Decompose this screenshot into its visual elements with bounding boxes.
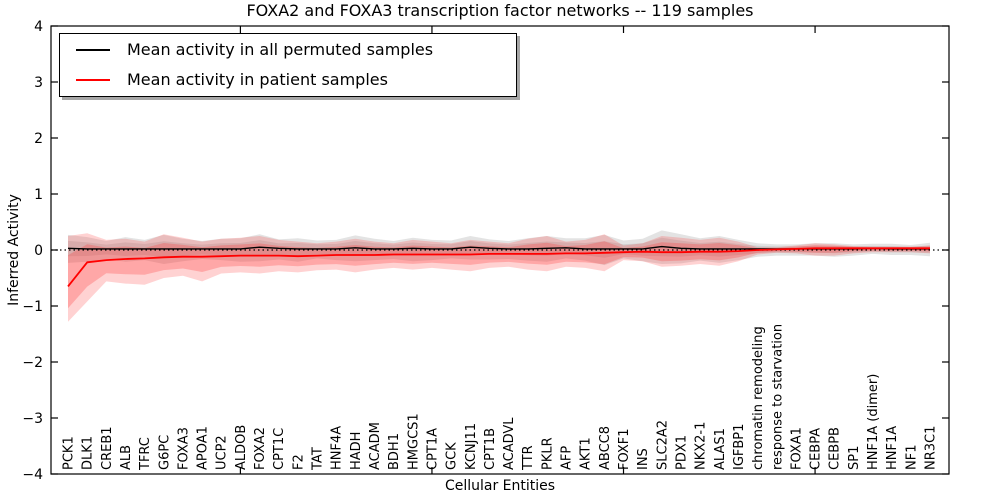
x-tick-label: CEBPA [809,428,824,470]
x-tick-label: response to starvation [770,324,785,470]
chart-title: FOXA2 and FOXA3 transcription factor net… [246,1,754,20]
legend-label-patient: Mean activity in patient samples [127,70,388,89]
x-tick-label: SLC2A2 [655,420,670,470]
permuted-band-inner [68,237,930,258]
x-tick-label: PKLR [540,437,555,470]
x-tick-label: BDH1 [387,433,402,470]
y-tick-label: −2 [22,355,43,371]
x-tick-label: F2 [291,454,306,470]
x-tick-label: ACADM [368,422,383,470]
y-tick-label: −4 [22,467,43,483]
x-tick-label: GCK [445,442,460,470]
y-axis-label: Inferred Activity [6,194,22,306]
y-tick-label: 3 [34,75,43,91]
x-tick-label: CPT1C [272,428,287,470]
y-tick-label: 0 [34,243,43,259]
x-tick-label: HMGCS1 [406,413,421,470]
y-tick-label: −1 [22,299,43,315]
x-tick-label: chromatin remodeling [751,326,766,470]
x-tick-label: AFP [560,446,575,470]
x-tick-label: DLK1 [81,436,96,470]
legend-label-permuted: Mean activity in all permuted samples [127,40,434,59]
x-tick-label: CEBPB [828,427,843,470]
x-tick-label: ALB [119,445,134,470]
x-tick-label: HNF4A [330,426,345,470]
y-tick-label: 4 [34,19,43,35]
x-tick-label: ACADVL [502,417,517,470]
x-axis-label: Cellular Entities [444,478,556,494]
x-tick-label: CREB1 [100,426,115,470]
x-tick-label: NKX2-1 [694,422,709,470]
x-tick-label: PCK1 [62,436,77,470]
x-tick-label: ALAS1 [713,428,728,470]
x-tick-label: CPT1B [483,428,498,470]
x-tick-label: INS [636,448,651,470]
x-tick-label: FOXF1 [617,428,632,470]
legend-entry-patient: Mean activity in patient samples [76,68,516,92]
legend-line-permuted-icon [76,49,110,51]
x-tick-label: FOXA2 [253,427,268,470]
x-tick-label: HNF1A (dimer) [866,374,881,470]
x-tick-label: CPT1A [426,428,441,470]
x-tick-label: UCP2 [215,435,230,470]
x-tick-label: NR3C1 [924,426,939,470]
x-tick-label: TFRC [138,437,153,471]
patient-mean-line [67,247,930,287]
x-tick-label: HNF1A [885,426,900,470]
legend: Mean activity in all permuted samples Me… [59,33,517,97]
legend-line-patient-icon [76,79,110,81]
x-tick-label: ALDOB [234,425,249,470]
x-tick-label: TTR [521,445,536,471]
x-tick-label: APOA1 [196,426,211,470]
y-tick-label: −3 [22,411,43,427]
x-tick-label: TAT [311,447,326,471]
x-tick-label: FOXA1 [789,427,804,470]
x-tick-label: KCNJ11 [464,423,479,470]
x-tick-label: ABCC8 [598,426,613,470]
y-tick-label: 1 [34,187,43,203]
legend-entry-permuted: Mean activity in all permuted samples [76,38,516,62]
x-tick-label: IGFBP1 [732,424,747,470]
x-tick-label: FOXA3 [176,427,191,470]
x-tick-label: AKT1 [579,437,594,470]
x-tick-label: G6PC [157,435,172,470]
y-tick-label: 2 [34,131,43,147]
x-tick-label: HADH [349,432,364,470]
x-tick-label: PDX1 [675,435,690,470]
patient-band-inner [68,241,930,309]
x-tick-label: NF1 [904,445,919,470]
x-tick-label: SP1 [847,446,862,470]
